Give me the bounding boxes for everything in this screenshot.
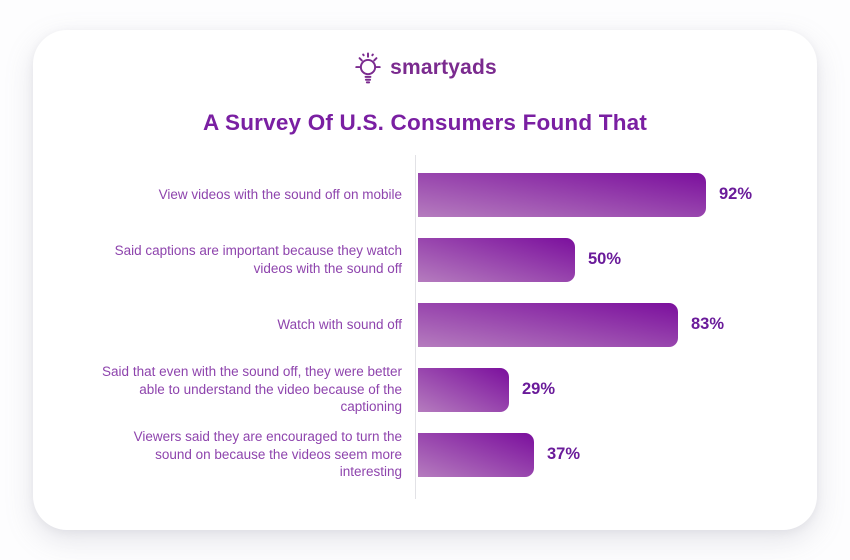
category-label: View videos with the sound off on mobile	[158, 186, 402, 202]
chart-row: Viewers said they are encouraged to turn…	[33, 422, 817, 487]
y-axis-line	[415, 155, 416, 499]
value-label: 29%	[522, 380, 556, 398]
bar-area: 92%	[415, 172, 817, 217]
brand-logo: smartyads	[33, 30, 817, 86]
bar-area: 29%	[415, 367, 817, 412]
bar	[418, 432, 534, 477]
infographic-card: smartyads A Survey Of U.S. Consumers Fou…	[33, 30, 817, 530]
lightbulb-icon	[353, 49, 383, 87]
bar	[418, 302, 678, 347]
bar	[418, 367, 509, 412]
brand-wordmark: smartyads	[390, 56, 497, 79]
bar	[418, 237, 575, 282]
chart-row: View videos with the sound off on mobile…	[33, 162, 817, 227]
category-label: Viewers said they are encouraged to turn…	[133, 429, 402, 480]
chart-row: Said captions are important because they…	[33, 227, 817, 292]
chart-title: A Survey Of U.S. Consumers Found That	[202, 110, 648, 135]
bar-chart: View videos with the sound off on mobile…	[33, 155, 817, 499]
chart-row: Watch with sound off 83%	[33, 292, 817, 357]
bar	[418, 172, 706, 217]
value-label: 92%	[719, 185, 753, 203]
category-label: Said that even with the sound off, they …	[102, 364, 402, 415]
bar-area: 83%	[415, 302, 817, 347]
category-label: Said captions are important because they…	[114, 243, 402, 276]
value-label: 37%	[547, 445, 581, 463]
bar-area: 50%	[415, 237, 817, 282]
bar-area: 37%	[415, 432, 817, 477]
value-label: 50%	[588, 250, 622, 268]
category-label: Watch with sound off	[277, 316, 402, 332]
value-label: 83%	[691, 315, 725, 333]
chart-row: Said that even with the sound off, they …	[33, 357, 817, 422]
